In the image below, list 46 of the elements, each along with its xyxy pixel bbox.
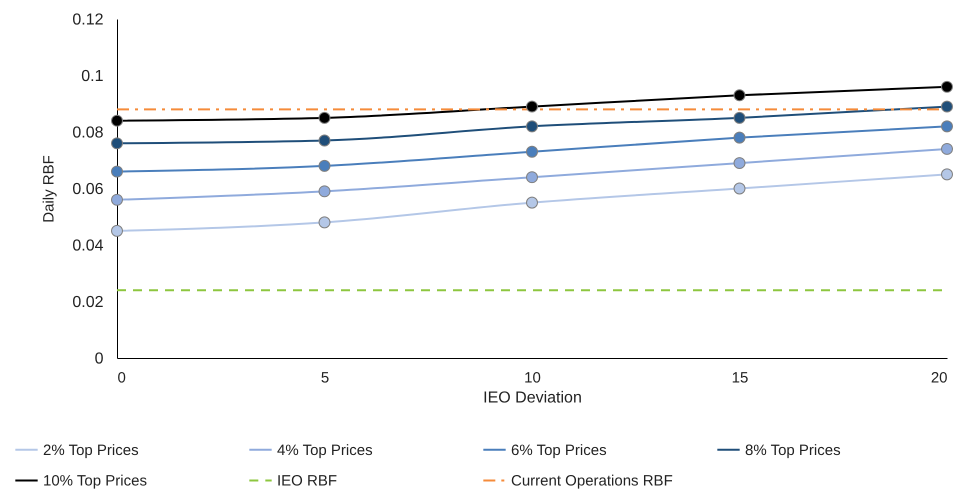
point [318, 134, 330, 146]
point [526, 171, 538, 184]
x-axis-title: IEO Deviation [483, 390, 582, 406]
y-tick-label: 0.12 [72, 12, 104, 28]
x-tick-label: 10 [524, 370, 541, 386]
point [111, 194, 123, 206]
point [526, 120, 538, 132]
y-tick-label: 0 [94, 350, 104, 368]
legend-label: Current Operations RBF [511, 472, 673, 490]
y-tick-label: 0.1 [81, 68, 104, 85]
point [734, 112, 746, 124]
x-tick-label: 20 [930, 370, 948, 386]
y-tick-label: 0.02 [72, 294, 104, 311]
legend-label: 2% Top Prices [43, 442, 139, 459]
legend-label: 4% Top Prices [277, 442, 373, 459]
point [734, 157, 746, 170]
point [941, 120, 953, 132]
legend-label: 6% Top Prices [511, 442, 607, 459]
point [318, 185, 330, 198]
point [111, 166, 123, 178]
y-tick-label: 0.06 [72, 181, 104, 198]
point [941, 80, 953, 93]
y-tick-label: 0.04 [72, 238, 104, 254]
point [734, 132, 746, 144]
point [734, 182, 746, 194]
point [318, 160, 330, 172]
point [734, 89, 746, 102]
point [941, 168, 953, 180]
point [111, 114, 123, 127]
point [526, 196, 538, 209]
y-axis-title: Daily RBF [40, 155, 58, 223]
point [111, 137, 123, 150]
legend-label: 10% Top Prices [43, 472, 147, 490]
x-tick-label: 0 [118, 370, 126, 386]
legend-label: 8% Top Prices [745, 442, 841, 459]
x-tick-label: 5 [320, 370, 330, 386]
x-tick-label: 15 [732, 370, 748, 386]
legend-label: IEO RBF [277, 472, 338, 490]
point [941, 100, 953, 113]
point [111, 224, 123, 237]
point [526, 100, 538, 113]
point [318, 216, 330, 228]
y-tick-label: 0.08 [72, 124, 104, 142]
point [526, 146, 538, 158]
point [318, 112, 330, 124]
point [941, 142, 953, 155]
